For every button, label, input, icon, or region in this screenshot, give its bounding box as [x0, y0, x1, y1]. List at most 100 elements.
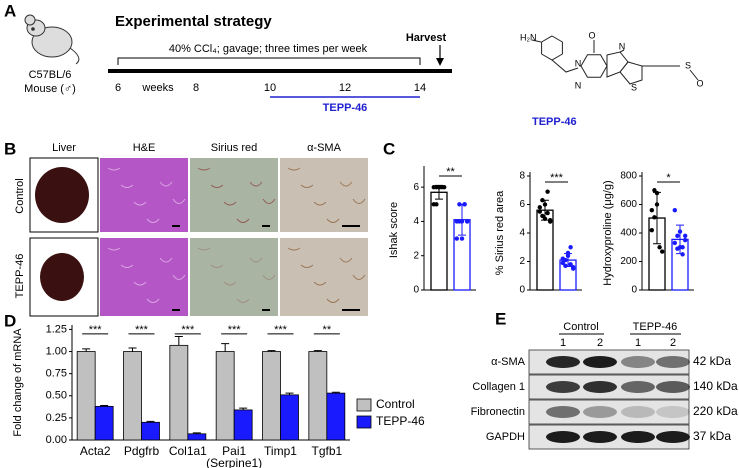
ring	[580, 54, 608, 78]
panel-label: C	[383, 139, 395, 158]
stain-texture	[223, 201, 237, 206]
data-point	[436, 184, 442, 190]
y-tick-label: 0.00	[46, 434, 67, 446]
stain-texture	[352, 274, 366, 280]
stain-texture	[210, 264, 224, 268]
atom: S	[631, 82, 637, 92]
data-point	[649, 227, 654, 233]
data-point	[540, 198, 545, 203]
stain-texture	[172, 198, 186, 204]
liver-image	[40, 253, 84, 301]
data-point	[672, 208, 677, 213]
blot-band	[656, 431, 690, 443]
lane-label: 1	[560, 337, 566, 349]
stain-texture	[262, 198, 276, 204]
data-point	[654, 190, 660, 196]
data-point	[457, 202, 462, 207]
data-point	[545, 210, 550, 216]
ring	[619, 61, 643, 85]
data-point	[649, 208, 654, 213]
protein-name: α-SMA	[491, 356, 526, 368]
liver-image	[35, 167, 89, 223]
timepoint: 10	[264, 82, 276, 94]
data-point	[537, 205, 542, 210]
stain-texture	[249, 257, 263, 263]
significance-label: ***	[181, 324, 195, 336]
data-point	[680, 245, 685, 250]
atom: N	[619, 41, 626, 51]
stain-texture	[339, 257, 353, 263]
blot-band	[621, 381, 655, 393]
data-point	[683, 233, 688, 239]
y-tick-label: 0.50	[46, 390, 67, 402]
stain-texture	[120, 184, 134, 188]
x-tick-label: Pdgfrb	[124, 444, 160, 458]
stain-texture	[326, 218, 340, 223]
chemical-structure	[531, 35, 699, 85]
stain-image	[100, 158, 188, 232]
strategy-title: Experimental strategy	[115, 13, 272, 30]
legend-label: Control	[376, 397, 415, 411]
error-bar	[174, 336, 183, 346]
stain-texture	[300, 264, 314, 268]
error-bar	[82, 348, 91, 352]
data-point	[660, 249, 665, 254]
stain-texture	[159, 181, 173, 187]
error-bar	[313, 350, 322, 352]
stain-texture	[313, 281, 327, 286]
column-header: H&E	[133, 142, 156, 154]
y-tick-label: 800	[620, 171, 637, 182]
mouse-strain: C57BL/6	[29, 69, 72, 81]
y-tick-label: 600	[620, 199, 637, 210]
data-point	[652, 215, 657, 220]
stain-texture	[287, 167, 301, 171]
data-point	[654, 202, 660, 207]
weeks-label: weeks	[141, 82, 174, 94]
data-point	[537, 209, 542, 214]
stain-texture	[300, 184, 314, 188]
error-bar	[192, 432, 201, 434]
blot-band	[546, 381, 580, 393]
y-tick-label: 4	[519, 228, 525, 239]
data-point	[434, 202, 439, 207]
atom: H₂N	[520, 32, 537, 42]
row-label: TEPP-46	[14, 254, 26, 299]
data-point	[542, 216, 548, 221]
blot-band	[583, 431, 617, 443]
y-tick-label: 0.75	[46, 368, 67, 380]
stain-texture	[197, 247, 211, 251]
stain-texture	[236, 218, 250, 223]
error-bar	[128, 347, 137, 352]
data-point	[672, 240, 677, 246]
data-point	[652, 188, 657, 193]
y-axis-label: Ishak score	[388, 202, 400, 258]
bar	[326, 392, 346, 441]
ring	[606, 51, 629, 78]
bar	[187, 433, 207, 441]
x-tick-label: Timp1	[264, 444, 297, 458]
atom: O	[588, 30, 595, 40]
data-point	[454, 236, 459, 241]
data-point	[568, 245, 573, 250]
blot-band	[583, 381, 617, 393]
blot-band	[546, 356, 580, 368]
mouse-icon	[24, 14, 80, 65]
blot-band	[621, 406, 655, 418]
harvest-label: Harvest	[406, 32, 447, 44]
significance-label: ***	[550, 172, 564, 184]
stain-texture	[107, 167, 121, 171]
atom: O	[696, 78, 703, 88]
legend-label: TEPP-46	[376, 414, 425, 428]
significance-label: ***	[274, 324, 288, 336]
lane-label: 1	[635, 337, 641, 349]
x-tick-label: Acta2	[80, 444, 111, 458]
stain-texture	[262, 274, 276, 280]
blot-band	[546, 431, 580, 443]
stain-texture	[146, 218, 160, 223]
y-axis-label: Fold change of mRNA	[12, 328, 24, 437]
stain-texture	[326, 298, 340, 303]
stain-texture	[223, 281, 237, 286]
stain-texture	[236, 298, 250, 303]
panel-label: D	[4, 311, 16, 330]
protein-size: 220 kDa	[693, 404, 738, 418]
